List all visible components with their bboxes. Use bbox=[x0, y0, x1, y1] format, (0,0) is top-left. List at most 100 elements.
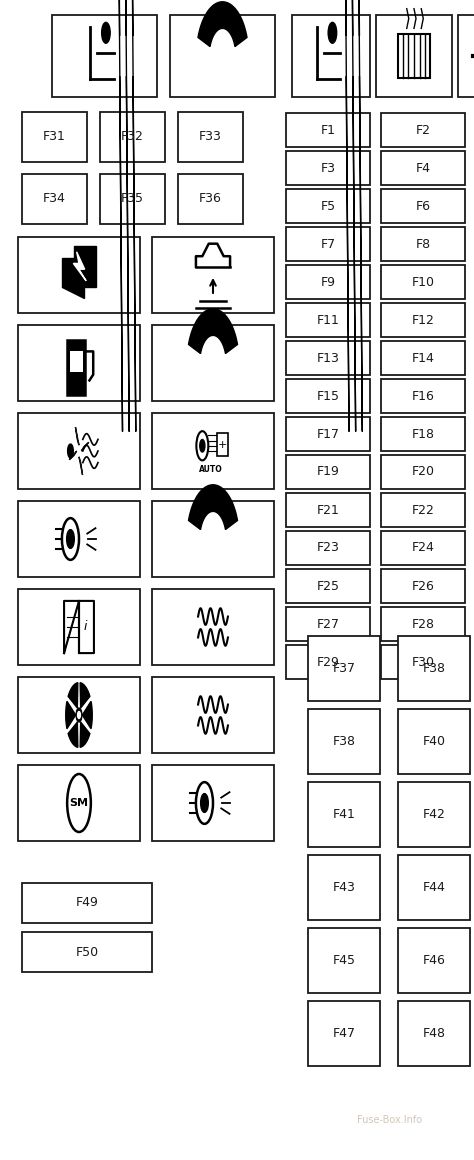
Text: F17: F17 bbox=[317, 428, 339, 441]
Circle shape bbox=[201, 793, 208, 812]
Polygon shape bbox=[75, 427, 79, 445]
Text: F48: F48 bbox=[422, 1027, 446, 1041]
Polygon shape bbox=[69, 451, 77, 459]
Bar bbox=[381, 416, 465, 451]
Text: SM: SM bbox=[70, 798, 89, 809]
Polygon shape bbox=[189, 309, 237, 354]
Text: F29: F29 bbox=[317, 655, 339, 668]
Polygon shape bbox=[63, 246, 96, 298]
Text: F5: F5 bbox=[320, 200, 336, 212]
Bar bbox=[286, 113, 370, 147]
Bar bbox=[381, 303, 465, 338]
Text: F50: F50 bbox=[75, 945, 99, 958]
Bar bbox=[286, 645, 370, 679]
Bar bbox=[286, 607, 370, 641]
Bar bbox=[398, 709, 470, 774]
Bar bbox=[381, 379, 465, 413]
Circle shape bbox=[200, 440, 205, 452]
Bar bbox=[100, 174, 165, 224]
Bar bbox=[308, 782, 380, 847]
Bar bbox=[398, 855, 470, 920]
Bar bbox=[286, 531, 370, 565]
Text: F6: F6 bbox=[416, 200, 430, 212]
Text: F13: F13 bbox=[317, 351, 339, 364]
Bar bbox=[286, 151, 370, 184]
Bar bbox=[18, 501, 140, 577]
Bar bbox=[376, 15, 452, 97]
Bar bbox=[286, 227, 370, 261]
Polygon shape bbox=[68, 682, 78, 708]
Bar bbox=[381, 607, 465, 641]
Polygon shape bbox=[68, 722, 78, 747]
Text: F1: F1 bbox=[320, 123, 336, 137]
Circle shape bbox=[78, 711, 81, 718]
Bar bbox=[22, 113, 87, 162]
Text: F26: F26 bbox=[411, 580, 435, 593]
Bar bbox=[458, 15, 474, 97]
Text: F28: F28 bbox=[411, 617, 435, 631]
Bar bbox=[398, 928, 470, 993]
Text: F2: F2 bbox=[416, 123, 430, 137]
Bar bbox=[308, 1001, 380, 1066]
Polygon shape bbox=[80, 682, 90, 708]
Text: F31: F31 bbox=[43, 131, 66, 144]
Circle shape bbox=[67, 530, 74, 549]
Bar bbox=[152, 237, 274, 313]
Text: F40: F40 bbox=[422, 735, 446, 748]
Text: F10: F10 bbox=[411, 276, 435, 289]
Text: F35: F35 bbox=[121, 193, 144, 205]
Bar bbox=[18, 237, 140, 313]
Bar bbox=[178, 174, 243, 224]
Polygon shape bbox=[80, 722, 90, 747]
Text: F12: F12 bbox=[411, 313, 435, 326]
Bar bbox=[18, 589, 140, 665]
Bar bbox=[18, 764, 140, 841]
Bar bbox=[381, 151, 465, 184]
Bar bbox=[152, 413, 274, 490]
Bar bbox=[381, 189, 465, 223]
Text: F8: F8 bbox=[415, 238, 430, 251]
Bar bbox=[398, 636, 470, 701]
Bar bbox=[100, 113, 165, 162]
Bar bbox=[18, 677, 140, 753]
Bar bbox=[381, 455, 465, 490]
Text: +: + bbox=[218, 440, 227, 450]
Bar bbox=[381, 227, 465, 261]
Text: F38: F38 bbox=[332, 735, 356, 748]
Text: F11: F11 bbox=[317, 313, 339, 326]
Bar bbox=[398, 782, 470, 847]
Bar bbox=[170, 15, 275, 97]
Bar bbox=[308, 709, 380, 774]
Text: F22: F22 bbox=[411, 503, 435, 516]
Circle shape bbox=[328, 22, 337, 43]
Text: F20: F20 bbox=[411, 465, 435, 478]
Bar bbox=[18, 413, 140, 490]
Bar bbox=[22, 174, 87, 224]
Bar bbox=[286, 493, 370, 527]
Polygon shape bbox=[82, 702, 92, 728]
Bar bbox=[292, 15, 370, 97]
Text: F21: F21 bbox=[317, 503, 339, 516]
Polygon shape bbox=[79, 457, 82, 474]
Text: F3: F3 bbox=[320, 161, 336, 174]
Bar bbox=[308, 855, 380, 920]
Bar bbox=[286, 570, 370, 603]
Bar bbox=[308, 928, 380, 993]
Bar bbox=[381, 570, 465, 603]
Bar bbox=[398, 35, 430, 78]
Bar bbox=[152, 677, 274, 753]
Bar bbox=[67, 340, 85, 396]
Polygon shape bbox=[73, 252, 86, 281]
Text: F38: F38 bbox=[422, 662, 446, 675]
Text: Fuse-Box.Info: Fuse-Box.Info bbox=[357, 1115, 422, 1125]
Bar bbox=[286, 416, 370, 451]
Text: F15: F15 bbox=[317, 390, 339, 403]
Bar bbox=[286, 189, 370, 223]
Bar bbox=[381, 113, 465, 147]
Bar bbox=[286, 303, 370, 338]
Text: F14: F14 bbox=[411, 351, 435, 364]
Bar bbox=[286, 341, 370, 375]
Bar bbox=[381, 531, 465, 565]
Text: F37: F37 bbox=[332, 662, 356, 675]
Polygon shape bbox=[189, 485, 237, 530]
